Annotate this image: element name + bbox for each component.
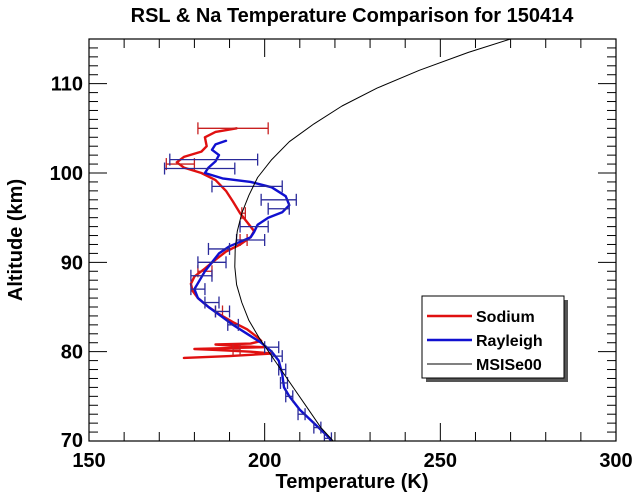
legend-item-rayleigh: Rayleigh [427, 333, 543, 350]
error-bar-rayleigh [197, 256, 227, 269]
error-bar-rayleigh [169, 153, 259, 166]
error-bar-rayleigh [264, 341, 280, 354]
series-group [163, 39, 512, 441]
y-tick-label: 80 [61, 342, 83, 364]
x-tick-label: 200 [248, 450, 281, 472]
error-bar-rayleigh [190, 269, 213, 282]
tick-labels: 150 200 250 300 70 80 90 100 110 [50, 74, 633, 472]
error-bar-rayleigh [211, 180, 283, 193]
error-bar-rayleigh [297, 408, 306, 421]
legend-label: MSISe00 [476, 357, 542, 374]
error-bar-rayleigh [285, 390, 294, 403]
y-tick-label: 90 [61, 252, 83, 274]
error-bar-rayleigh [239, 220, 269, 233]
legend-item-msise00: MSISe00 [427, 357, 542, 374]
y-tick-label: 100 [50, 163, 83, 185]
y-tick-label: 110 [51, 74, 83, 96]
x-tick-label: 150 [72, 450, 105, 472]
y-axis-label: Altitude (km) [5, 179, 27, 301]
x-tick-label: 300 [599, 450, 632, 472]
error-bar-rayleigh [190, 283, 206, 296]
x-axis-label: Temperature (K) [276, 471, 429, 493]
error-bar-rayleigh [267, 202, 290, 215]
chart-title: RSL & Na Temperature Comparison for 1504… [131, 5, 575, 27]
series-line-msise00 [234, 39, 512, 441]
error-bar-rayleigh [204, 296, 220, 309]
error-bar-rayleigh [207, 242, 231, 255]
error-bar-rayleigh [260, 193, 297, 206]
error-bar-rayleigh [214, 305, 231, 318]
legend-item-sodium: Sodium [427, 309, 535, 326]
legend: Sodium Rayleigh MSISe00 [421, 295, 568, 382]
legend-label: Rayleigh [476, 333, 543, 350]
error-bar-rayleigh [163, 162, 236, 175]
error-bar-sodium [197, 122, 269, 135]
error-bar-sodium [232, 343, 241, 356]
plot-frame [88, 38, 617, 442]
y-tick-label: 70 [61, 430, 83, 452]
x-tick-label: 250 [424, 450, 457, 472]
series-line-sodium [175, 127, 273, 360]
legend-label: Sodium [476, 309, 535, 326]
error-bar-rayleigh [227, 318, 239, 331]
